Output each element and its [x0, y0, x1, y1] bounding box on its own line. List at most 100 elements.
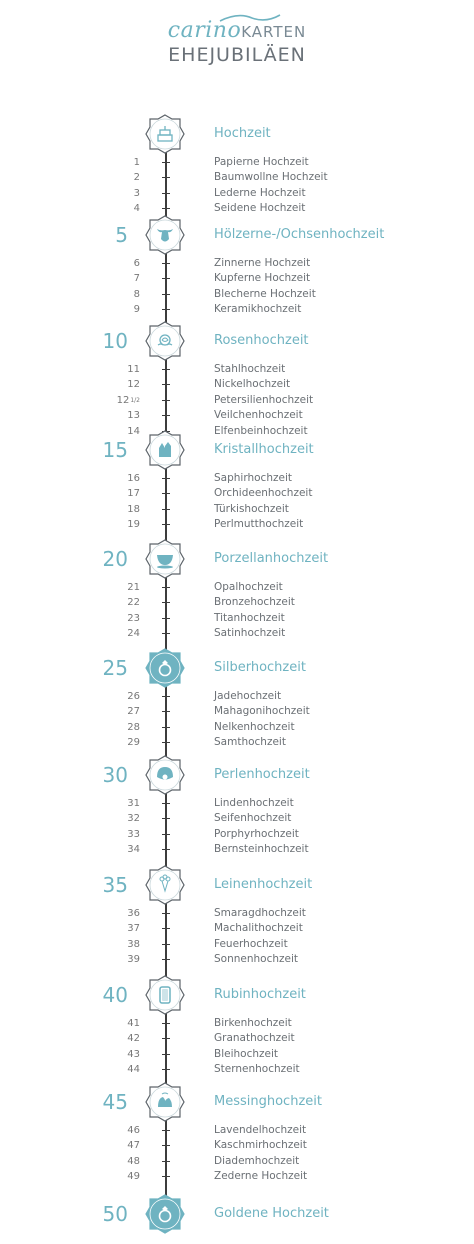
timeline-tick: [162, 1053, 170, 1055]
year-row: 4 Seidene Hochzeit: [0, 201, 474, 216]
milestone-row: 45 Messinghochzeit: [0, 1082, 474, 1122]
year-label: Lederne Hochzeit: [214, 186, 306, 199]
ring-icon: [145, 1194, 185, 1234]
year-fraction: 1/2: [130, 396, 140, 404]
year-number-value: 6: [133, 258, 140, 269]
timeline-tick: [162, 587, 170, 588]
year-label: Lavendelhochzeit: [214, 1124, 307, 1136]
year-label: Bronzehochzeit: [214, 596, 295, 609]
year-number: 48: [80, 1154, 140, 1169]
year-number-value: 8: [133, 288, 140, 300]
year-number: 38: [80, 937, 140, 952]
timeline-tick: [162, 293, 170, 295]
milestone-row: 5 Hölzerne-/Ochsenhochzeit: [0, 215, 474, 255]
logo-swoosh-icon: [219, 14, 281, 22]
year-number: 33: [80, 827, 140, 842]
milestone-year: 30: [102, 763, 128, 787]
year-label: Bernsteinhochzeit: [214, 843, 309, 856]
year-row: 47 Kaschmirhochzeit: [0, 1138, 474, 1153]
year-row: 38 Feuerhochzeit: [0, 937, 474, 952]
year-number-value: 7: [133, 273, 140, 285]
milestone-year: 45: [102, 1090, 128, 1114]
year-number: 121/2: [80, 393, 140, 408]
timeline-tick: [162, 1160, 170, 1162]
timeline-tick: [162, 1023, 170, 1024]
year-label: Papierne Hochzeit: [214, 156, 309, 168]
year-row: 29 Samthochzeit: [0, 735, 474, 750]
year-row: 43 Bleihochzeit: [0, 1047, 474, 1062]
year-label: Zederne Hochzeit: [214, 1170, 308, 1183]
year-label: Orchideenhochzeit: [214, 487, 313, 500]
year-number: 44: [80, 1062, 140, 1077]
milestone-label: Hölzerne-/Ochsenhochzeit: [214, 227, 385, 242]
timeline-tick: [162, 508, 170, 510]
year-number: 14: [80, 424, 140, 439]
timeline-tick: [162, 309, 170, 311]
milestone-year: 15: [102, 438, 128, 462]
year-number-value: 19: [127, 519, 140, 531]
timeline-tick: [162, 415, 170, 417]
year-number-value: 18: [127, 503, 140, 515]
year-label: Granathochzeit: [214, 1032, 295, 1045]
year-label: Birkenhochzeit: [214, 1017, 292, 1029]
year-label: Saphirhochzeit: [214, 472, 292, 484]
year-label: Türkishochzeit: [214, 502, 289, 515]
year-row: 42 Granathochzeit: [0, 1031, 474, 1046]
year-number: 49: [80, 1169, 140, 1184]
timeline-tick: [162, 928, 170, 930]
timeline-tick: [162, 1176, 170, 1178]
year-number: 41: [80, 1016, 140, 1031]
year-number-value: 31: [127, 798, 140, 809]
year-label: Blecherne Hochzeit: [214, 287, 316, 300]
year-number: 21: [80, 580, 140, 595]
milestone-label: Porzellanhochzeit: [214, 551, 329, 566]
timeline-tick: [162, 384, 170, 386]
year-number-value: 47: [127, 1140, 140, 1152]
year-label: Opalhochzeit: [214, 581, 283, 593]
timeline-tick: [162, 1145, 170, 1147]
year-number: 2: [80, 170, 140, 185]
milestone-row: 15 Kristallhochzeit: [0, 430, 474, 470]
timeline-tick: [162, 633, 170, 635]
year-number: 34: [80, 842, 140, 857]
ring-icon: [145, 648, 185, 688]
year-row: 18 Türkishochzeit: [0, 502, 474, 517]
milestone-row: 35 Leinenhochzeit: [0, 865, 474, 905]
year-label: Smaragdhochzeit: [214, 907, 306, 919]
timeline-tick: [162, 833, 170, 835]
year-number: 47: [80, 1138, 140, 1153]
timeline-tick: [162, 849, 170, 851]
year-number-value: 12: [116, 394, 130, 406]
bells-icon: [145, 1082, 185, 1122]
year-number: 43: [80, 1047, 140, 1062]
timeline-tick: [162, 162, 170, 163]
year-number-value: 2: [133, 172, 140, 184]
year-label: Kupferne Hochzeit: [214, 272, 311, 285]
milestone-label: Leinenhochzeit: [214, 877, 313, 892]
year-row: 49 Zederne Hochzeit: [0, 1169, 474, 1184]
year-number: 12: [80, 377, 140, 392]
timeline-tick: [162, 943, 170, 945]
year-number-value: 16: [127, 473, 140, 484]
year-number-value: 39: [127, 954, 140, 966]
milestone-year: 50: [102, 1202, 128, 1226]
timeline-tick: [162, 818, 170, 820]
year-row: 31 Lindenhochzeit: [0, 796, 474, 811]
year-row: 33 Porphyrhochzeit: [0, 827, 474, 842]
year-number-value: 41: [127, 1018, 140, 1029]
year-number-value: 34: [127, 844, 140, 856]
timeline-tick: [162, 369, 170, 370]
year-number: 46: [80, 1123, 140, 1138]
teacup-icon: [145, 539, 185, 579]
rose-icon: [145, 321, 185, 361]
timeline-tick: [162, 263, 170, 264]
timeline-tick: [162, 726, 170, 728]
milestone-label: Rubinhochzeit: [214, 987, 306, 1002]
year-number-value: 4: [133, 203, 140, 215]
year-number: 28: [80, 720, 140, 735]
year-number: 39: [80, 952, 140, 967]
year-label: Baumwollne Hochzeit: [214, 171, 328, 184]
year-label: Stahlhochzeit: [214, 363, 286, 375]
year-label: Jadehochzeit: [214, 690, 282, 702]
year-number: 16: [80, 471, 140, 486]
